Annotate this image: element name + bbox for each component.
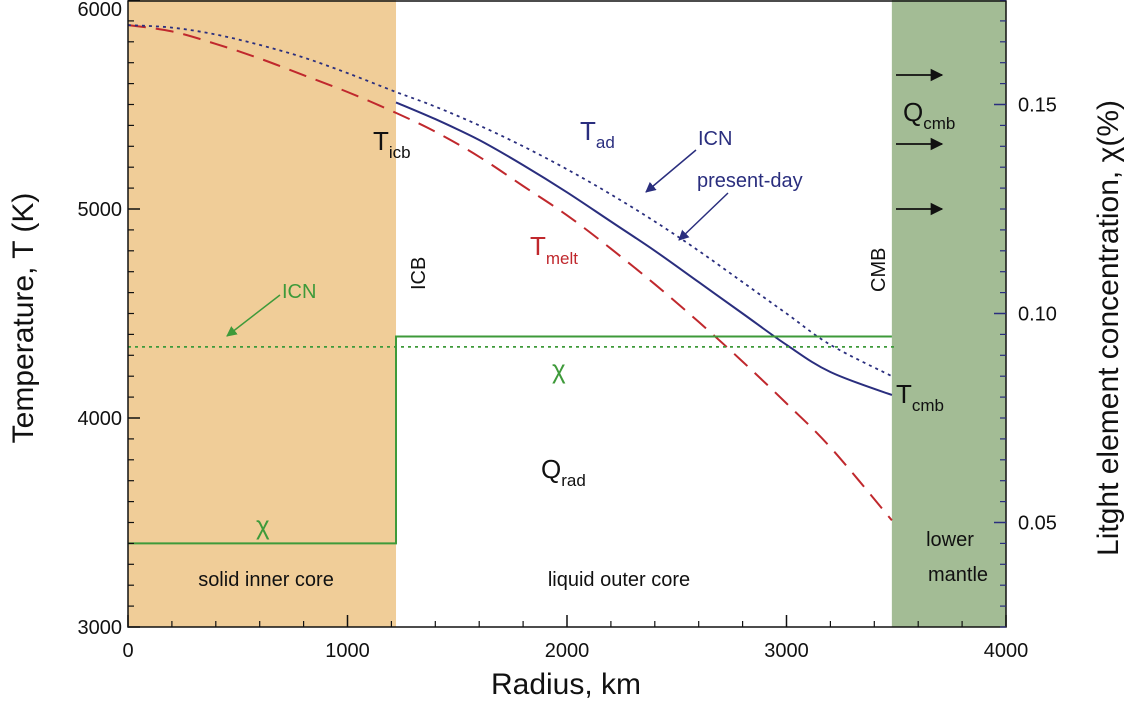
present-day-label: present-day bbox=[697, 170, 803, 192]
icn-adiabat-arrow bbox=[645, 149, 697, 193]
q-rad-label: Qrad bbox=[541, 454, 586, 490]
series-t-melt bbox=[127, 24, 893, 522]
region-solid-inner-core bbox=[128, 0, 397, 627]
icn-chi-label: ICN bbox=[282, 281, 316, 303]
lower-label: lower bbox=[926, 529, 974, 551]
chi-outer-label: χ bbox=[552, 354, 566, 384]
solid-inner-core-label: solid inner core bbox=[198, 569, 334, 591]
liquid-outer-core-label: liquid outer core bbox=[548, 569, 690, 591]
chi-inner-label: χ bbox=[256, 510, 270, 540]
x-tick-label: 1000 bbox=[325, 640, 370, 662]
mantle-label: mantle bbox=[928, 564, 988, 586]
y2-tick-label: 0.05 bbox=[1018, 513, 1057, 535]
y2-tick-label: 0.15 bbox=[1018, 95, 1057, 117]
y-axis-title: Temperature, T (K) bbox=[7, 193, 40, 444]
icb-label: ICB bbox=[408, 257, 430, 290]
y-tick-label: 4000 bbox=[78, 408, 123, 430]
region-lower-mantle bbox=[891, 0, 1006, 627]
present-day-arrow bbox=[678, 192, 729, 241]
icn-chi-arrow bbox=[226, 294, 281, 337]
cmb-label: CMB bbox=[868, 248, 890, 292]
x-axis-title: Radius, km bbox=[491, 668, 641, 701]
y2-axis-title: Litght element concentration, χ(%) bbox=[1092, 100, 1125, 556]
y2-tick-label: 0.10 bbox=[1018, 304, 1057, 326]
y-tick-label: 3000 bbox=[78, 617, 123, 639]
series-t-ad-icn bbox=[127, 24, 893, 378]
x-tick-label: 2000 bbox=[545, 640, 590, 662]
x-tick-label: 3000 bbox=[764, 640, 809, 662]
series-chi-present-day bbox=[128, 335, 892, 545]
y-tick-label: 6000 bbox=[78, 0, 123, 21]
series-t-ad-present-day bbox=[395, 101, 893, 396]
icn-adiabat-label: ICN bbox=[698, 128, 732, 150]
x-tick-label: 4000 bbox=[984, 640, 1029, 662]
q-cmb-label: Qcmb bbox=[903, 97, 955, 133]
t-ad-label: Tad bbox=[580, 116, 615, 152]
t-melt-label: Tmelt bbox=[530, 231, 578, 268]
y-tick-label: 5000 bbox=[78, 199, 123, 221]
t-cmb-label: Tcmb bbox=[896, 379, 944, 415]
t-icb-label: Ticb bbox=[373, 126, 411, 162]
x-tick-label: 0 bbox=[122, 640, 133, 662]
